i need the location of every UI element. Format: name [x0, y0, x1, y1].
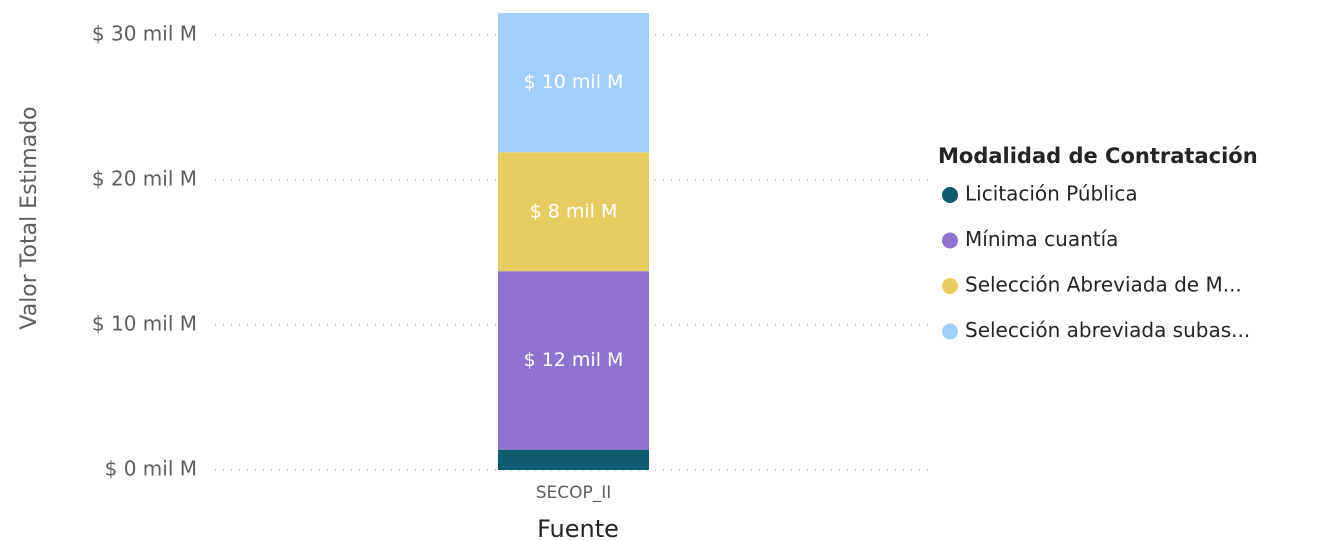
- y-tick-label: $ 20 mil M: [92, 166, 197, 190]
- legend-label: Licitación Pública: [965, 182, 1138, 206]
- y-axis-title: Valor Total Estimado: [17, 106, 42, 329]
- x-tick-label: SECOP_II: [536, 483, 612, 503]
- bar-segment: [498, 449, 649, 470]
- y-tick-label: $ 0 mil M: [105, 457, 197, 481]
- data-label: $ 12 mil M: [524, 349, 624, 371]
- legend-marker: [942, 323, 958, 340]
- bar-segment: [498, 152, 649, 272]
- x-axis-title: Fuente: [537, 515, 619, 541]
- legend-label: Selección abreviada subas...: [965, 318, 1250, 342]
- data-label: $ 8 mil M: [530, 200, 618, 222]
- y-tick-label: $ 30 mil M: [92, 21, 197, 45]
- legend-title: Modalidad de Contratación: [938, 144, 1258, 168]
- bar-segment: [498, 271, 649, 450]
- legend-label: Selección Abreviada de M...: [965, 273, 1242, 297]
- legend-marker: [942, 187, 958, 203]
- legend-marker: [942, 278, 958, 294]
- data-label: $ 10 mil M: [524, 71, 624, 93]
- bar-segment: [498, 13, 649, 153]
- legend-marker: [942, 232, 958, 249]
- legend-label: Mínima cuantía: [965, 227, 1118, 251]
- y-tick-label: $ 10 mil M: [92, 311, 197, 335]
